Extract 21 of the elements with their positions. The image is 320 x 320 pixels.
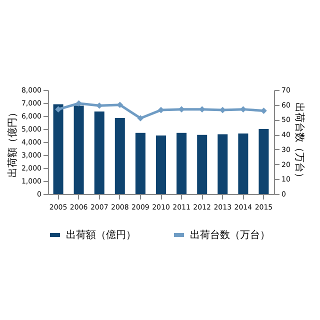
legend-label: 出荷額（億円）: [66, 229, 136, 241]
bar: [238, 134, 248, 194]
point: [178, 106, 185, 112]
bar: [135, 132, 146, 194]
point: [116, 102, 124, 108]
y2-axis-title: 出荷台数（万台）: [293, 102, 306, 182]
bar: [258, 129, 269, 194]
y-axis-title: 出荷額（億円）: [6, 108, 18, 178]
point: [76, 100, 82, 107]
bar: [156, 136, 166, 194]
bar: [53, 104, 64, 194]
legend-label: 出荷台数（万台）: [190, 229, 270, 241]
point: [137, 115, 144, 122]
bar: [94, 111, 104, 194]
bar: [218, 134, 228, 194]
bar: [197, 134, 208, 194]
bar: [114, 118, 125, 194]
bar: [74, 106, 84, 194]
point: [55, 106, 62, 112]
bar: [176, 132, 187, 194]
point: [158, 106, 164, 114]
